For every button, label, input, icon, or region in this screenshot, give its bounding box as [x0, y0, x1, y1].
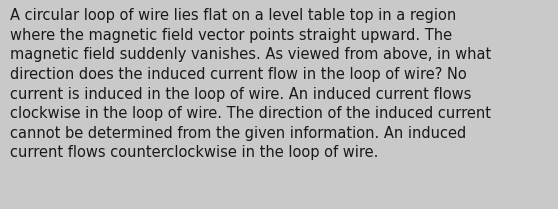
Text: A circular loop of wire lies flat on a level table top in a region
where the mag: A circular loop of wire lies flat on a l… [10, 8, 491, 160]
